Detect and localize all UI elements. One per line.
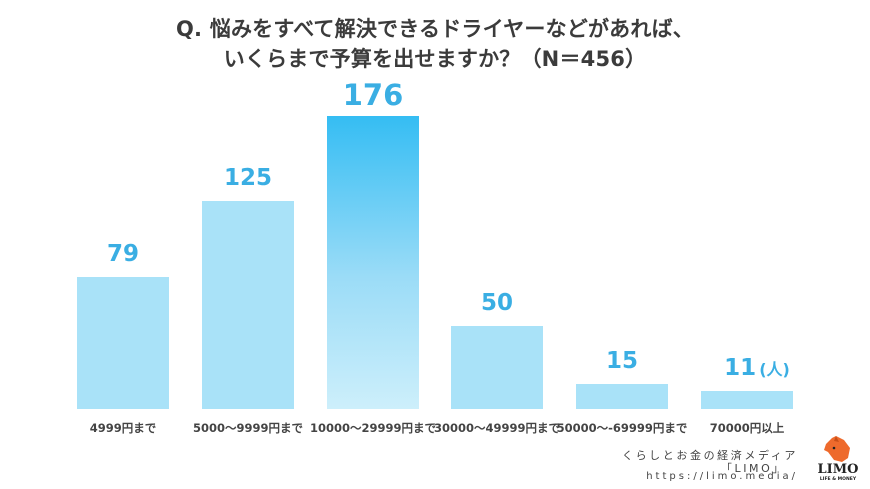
- category-label: 4999円まで: [89, 421, 157, 435]
- value-label: 125: [223, 164, 272, 191]
- category-label: 30000～49999円まで: [433, 421, 561, 435]
- bar: [576, 384, 668, 409]
- limo-logo: LIMO LIFE & MONEY: [814, 436, 862, 484]
- footer-brand: 「LIMO」: [720, 462, 786, 475]
- category-label: 10000～29999円まで: [309, 421, 437, 435]
- footer-url: https://limo.media/: [646, 471, 798, 482]
- category-label: 50000～-69999円まで: [556, 421, 688, 435]
- logo-text: LIMO: [817, 462, 859, 477]
- value-label: 15: [605, 348, 638, 375]
- footer-tagline: くらしとお金の経済メディア: [621, 449, 798, 462]
- logo-tagline: LIFE & MONEY: [819, 477, 857, 482]
- category-label: 5000～9999円まで: [192, 421, 303, 435]
- bar: [701, 390, 793, 409]
- chart-title-line-2: いくらまで予算を出せますか？（N＝456）: [223, 47, 647, 71]
- bar: [202, 200, 294, 409]
- bar-highlight: [327, 116, 419, 409]
- value-label: 79: [106, 241, 139, 268]
- bar: [77, 277, 169, 409]
- value-label: 50: [480, 289, 513, 316]
- value-label: 176: [342, 78, 404, 112]
- category-label: 70000円以上: [709, 421, 785, 435]
- bar: [451, 325, 543, 409]
- chart-title-line-1: Q. 悩みをすべて解決できるドライヤーなどがあれば、: [176, 17, 694, 41]
- value-label: 11 (人): [724, 354, 790, 381]
- unit-label: (人): [759, 359, 790, 379]
- horse-head-icon: [824, 436, 850, 462]
